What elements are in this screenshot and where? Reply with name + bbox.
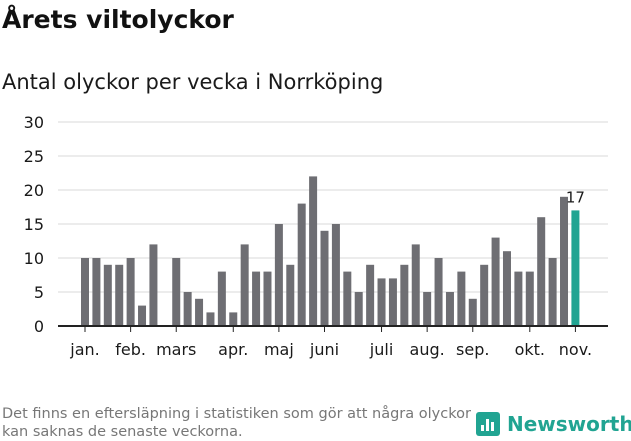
x-tick-label: jan. xyxy=(69,340,99,359)
bar xyxy=(320,230,329,326)
x-tick-label: okt. xyxy=(515,340,545,359)
bar xyxy=(354,292,363,326)
bar xyxy=(537,217,546,326)
y-tick-label: 5 xyxy=(34,283,44,302)
y-tick-label: 30 xyxy=(24,113,44,132)
bar xyxy=(468,298,477,326)
x-tick-label: nov. xyxy=(559,340,592,359)
bar xyxy=(286,264,295,326)
bar xyxy=(548,258,557,326)
x-tick-label: juli xyxy=(369,340,393,359)
bar xyxy=(115,264,124,326)
bar xyxy=(423,292,432,326)
y-tick-label: 15 xyxy=(24,215,44,234)
bar xyxy=(571,210,580,326)
bar xyxy=(480,264,489,326)
bar xyxy=(331,224,340,326)
bar xyxy=(149,244,158,326)
bar xyxy=(434,258,443,326)
bar xyxy=(252,271,261,326)
bar xyxy=(81,258,89,326)
bar xyxy=(560,196,569,326)
bar xyxy=(206,312,215,326)
y-tick-label: 0 xyxy=(34,317,44,336)
x-tick-label: feb. xyxy=(115,340,146,359)
bar xyxy=(263,271,272,326)
bar xyxy=(183,292,192,326)
chart-subtitle: Antal olyckor per vecka i Norrköping xyxy=(2,70,384,94)
bar xyxy=(274,224,283,326)
bar xyxy=(525,271,534,326)
x-tick-label: apr. xyxy=(218,340,248,359)
data-label: 17 xyxy=(566,188,585,206)
bar xyxy=(297,203,306,326)
y-tick-label: 10 xyxy=(24,249,44,268)
bar xyxy=(366,264,375,326)
bar-chart-icon xyxy=(476,412,500,436)
bar xyxy=(377,278,386,326)
bar xyxy=(240,244,249,326)
x-tick-label: mars xyxy=(156,340,196,359)
y-tick-label: 20 xyxy=(24,181,44,200)
x-tick-label: sep. xyxy=(456,340,489,359)
bar xyxy=(411,244,420,326)
bar xyxy=(400,264,409,326)
x-tick-label: maj xyxy=(264,340,294,359)
bar xyxy=(138,305,147,326)
brand-logo[interactable]: Newsworthy xyxy=(476,409,631,439)
bar xyxy=(217,271,226,326)
bar xyxy=(309,176,318,326)
brand-name: Newsworthy xyxy=(507,412,631,436)
bar xyxy=(229,312,238,326)
bar xyxy=(388,278,397,326)
x-tick-label: aug. xyxy=(410,340,445,359)
bar xyxy=(491,237,500,326)
bar xyxy=(172,258,181,326)
bar xyxy=(457,271,466,326)
bar xyxy=(92,258,101,326)
footnote: Det finns en eftersläpning i statistiken… xyxy=(2,406,471,440)
bar xyxy=(502,251,511,326)
bar xyxy=(343,271,352,326)
bar xyxy=(195,298,204,326)
y-tick-label: 25 xyxy=(24,147,44,166)
bar xyxy=(514,271,523,326)
bar xyxy=(445,292,454,326)
x-tick-label: juni xyxy=(309,340,339,359)
bar-chart: 0 5 10 15 20 25 30 17 jan. feb. mars apr. maj juni jul… xyxy=(24,113,608,359)
chart-title: Årets viltolyckor xyxy=(2,5,234,34)
bar xyxy=(103,264,112,326)
bar xyxy=(126,258,135,326)
